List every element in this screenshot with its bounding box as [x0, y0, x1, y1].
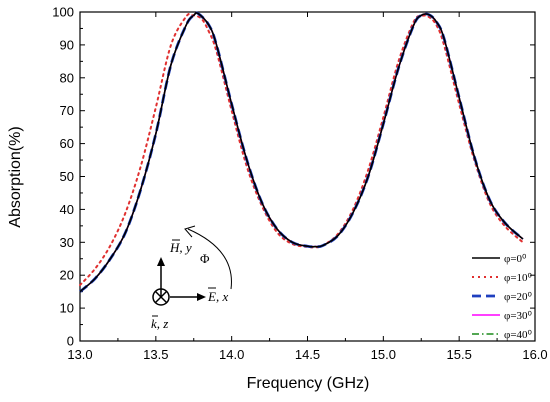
y-tick-label: 40 — [60, 202, 74, 217]
series-line-4 — [79, 12, 524, 293]
x-tick-label: 16.0 — [522, 347, 547, 362]
y-tick-label: 0 — [67, 334, 74, 349]
x-tick-label: 14.5 — [295, 347, 320, 362]
x-tick-label: 15.5 — [447, 347, 472, 362]
y-tick-label: 30 — [60, 235, 74, 250]
plot-axes: 13.0 13.5 14.0 14.5 15.0 15.5 16.0 0 10 20 30 40 50 6… — [52, 5, 547, 363]
y-tick-label: 70 — [60, 103, 74, 118]
y-tick-label: 20 — [60, 268, 74, 283]
phi-label: Φ — [200, 251, 210, 266]
x-tick-label: 13.0 — [67, 347, 92, 362]
phi-arrow-head — [184, 225, 196, 238]
x-tick-label: 14.0 — [219, 347, 244, 362]
y-tick-label: 80 — [60, 70, 74, 85]
legend-label-2: φ=20⁰ — [504, 291, 533, 303]
legend-label-4: φ=40⁰ — [504, 329, 533, 341]
y-tick-label: 50 — [60, 169, 74, 184]
y-tick-label: 90 — [60, 37, 74, 52]
series-layer — [79, 11, 524, 293]
series-line-1 — [79, 12, 524, 287]
k-cross-line-2 — [154, 290, 168, 304]
series-line-0 — [79, 12, 524, 293]
legend-label-3: φ=30⁰ — [504, 310, 533, 322]
k-vector-label: k, z — [151, 316, 168, 331]
legend: φ=0⁰ φ=10⁰ φ=20⁰ φ=30⁰ φ=40⁰ — [472, 253, 533, 341]
x-tick-label: 15.0 — [371, 347, 396, 362]
plot-frame — [79, 11, 536, 342]
legend-label-0: φ=0⁰ — [504, 253, 527, 265]
y-tick-label: 100 — [52, 5, 74, 20]
k-into-page-icon — [152, 288, 170, 306]
legend-label-1: φ=10⁰ — [504, 272, 533, 284]
y-tick-label: 60 — [60, 136, 74, 151]
field-orientation-inset: H, y E, x k, z Φ — [151, 225, 232, 331]
series-line-3 — [79, 12, 524, 293]
y-axis-title: Absorption(%) — [7, 126, 24, 227]
h-arrow-head — [157, 257, 165, 266]
series-line-2 — [79, 11, 524, 293]
y-tick-label: 10 — [60, 301, 74, 316]
x-tick-label: 13.5 — [143, 347, 168, 362]
phi-rotation-arc — [187, 228, 232, 290]
e-arrow-head — [197, 293, 206, 301]
e-field-label: E, x — [207, 289, 228, 304]
h-field-label: H, y — [169, 240, 192, 255]
x-axis-title: Frequency (GHz) — [247, 375, 370, 392]
